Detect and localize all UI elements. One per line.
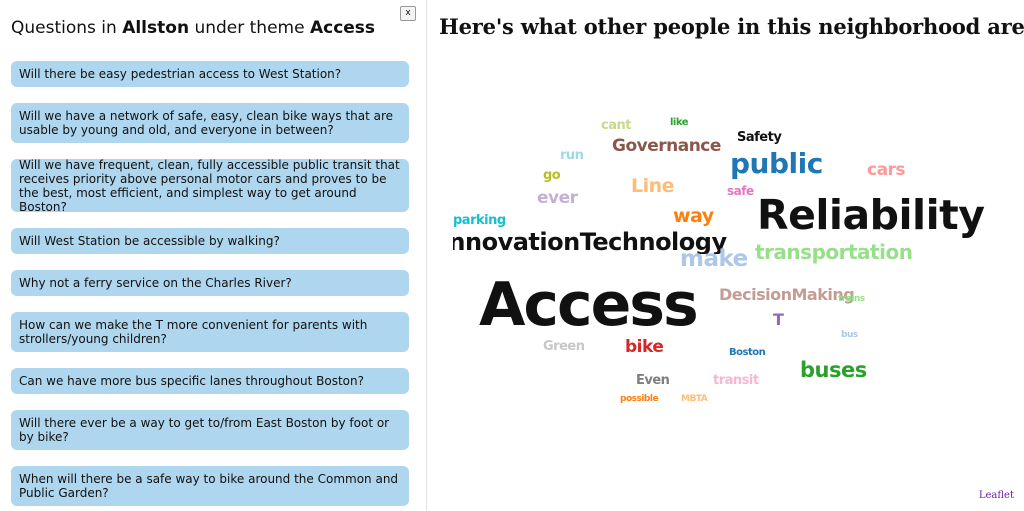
cloud-word[interactable]: cars (867, 160, 906, 180)
cloud-word[interactable]: Reliability (757, 191, 985, 239)
cloud-word[interactable]: bike (625, 337, 664, 357)
title-middle: under theme (189, 18, 310, 38)
cloud-word[interactable]: make (680, 246, 748, 272)
cloud-word[interactable]: safe (727, 184, 754, 198)
questions-panel: Questions in Allston under theme Access … (0, 0, 427, 511)
cloud-word[interactable]: possible (620, 394, 659, 404)
question-item[interactable]: Will West Station be accessible by walki… (11, 228, 409, 254)
cloud-word[interactable]: trains (838, 294, 865, 304)
cloud-word[interactable]: run (560, 148, 584, 163)
cloud-word[interactable]: public (730, 147, 823, 180)
cloud-word[interactable]: ever (537, 188, 578, 208)
cloud-word[interactable]: way (673, 205, 714, 227)
cloud-word[interactable]: Governance (612, 136, 721, 156)
cloud-word[interactable]: transit (713, 373, 759, 388)
cloud-word[interactable]: MBTA (681, 394, 708, 404)
cloud-word[interactable]: cant (601, 118, 631, 133)
question-item[interactable]: Will there be easy pedestrian access to … (11, 61, 409, 87)
question-item[interactable]: Will there ever be a way to get to/from … (11, 410, 409, 450)
theme-name: Access (309, 18, 376, 38)
question-item[interactable]: Can we have more bus specific lanes thro… (11, 368, 409, 394)
question-item[interactable]: Will we have frequent, clean, fully acce… (11, 158, 409, 214)
cloud-word[interactable]: Even (636, 373, 670, 388)
cloud-word[interactable]: InnovationTechnology (440, 228, 727, 256)
question-item[interactable]: When will there be a safe way to bike ar… (11, 466, 409, 506)
cloud-word[interactable]: DecisionMaking (719, 285, 855, 304)
panel-title: Questions in Allston under theme Access (11, 18, 375, 38)
close-panel-button[interactable]: x (400, 6, 416, 21)
leaflet-attribution-link[interactable]: Leaflet (978, 490, 1014, 501)
cloud-word[interactable]: buses (800, 358, 867, 382)
cloud-word[interactable]: bus (841, 330, 858, 340)
cloud-title: Here's what other people in this neighbo… (439, 14, 1024, 39)
neighborhood-name: Allston (122, 18, 190, 38)
cloud-word[interactable]: Access (479, 270, 699, 340)
word-cloud-area: Here's what other people in this neighbo… (427, 0, 1024, 511)
cloud-word[interactable]: go (543, 168, 561, 183)
cloud-word[interactable]: Green (543, 339, 585, 354)
cloud-word[interactable]: Safety (737, 130, 782, 145)
cloud-word[interactable]: T (773, 310, 784, 329)
question-item[interactable]: Will we have a network of safe, easy, cl… (11, 103, 409, 143)
question-item[interactable]: Why not a ferry service on the Charles R… (11, 270, 409, 296)
title-prefix: Questions in (11, 18, 123, 38)
cloud-word[interactable]: parking (453, 213, 506, 228)
cloud-word[interactable]: Boston (729, 347, 766, 358)
cloud-word[interactable]: Line (631, 175, 675, 197)
question-item[interactable]: How can we make the T more convenient fo… (11, 312, 409, 352)
cloud-word[interactable]: like (670, 117, 689, 128)
cloud-word[interactable]: transportation (755, 240, 913, 264)
